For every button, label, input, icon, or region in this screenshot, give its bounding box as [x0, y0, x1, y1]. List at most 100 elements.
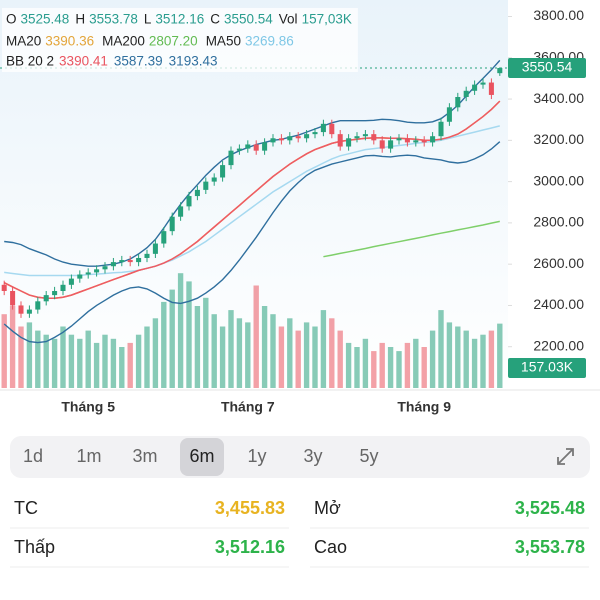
legend-value: 3390.41	[59, 54, 108, 69]
candle-body	[18, 305, 24, 314]
range-button[interactable]: 3m	[132, 446, 157, 466]
candle-body	[161, 231, 167, 244]
candle-body	[236, 148, 242, 151]
range-button[interactable]: 1d	[23, 446, 43, 466]
candle-body	[220, 165, 226, 178]
candle-body	[211, 177, 217, 182]
candle-body	[497, 67, 503, 74]
candle-body	[245, 144, 251, 149]
volume-bar	[396, 351, 402, 388]
volume-bar	[429, 330, 436, 388]
candle-body	[304, 134, 310, 139]
volume-bar	[455, 326, 461, 388]
volume-bar	[413, 338, 419, 388]
ma-line	[4, 125, 500, 277]
volume-bar	[219, 326, 226, 388]
legend-label: MA50	[206, 34, 241, 49]
volume-tag-label: 157.03K	[521, 359, 574, 375]
last-price-tag	[508, 57, 586, 78]
legend-value: 3390.36	[45, 34, 94, 49]
volume-bar	[245, 322, 251, 388]
range-button[interactable]: 6m	[189, 446, 214, 466]
candle-body	[10, 291, 16, 306]
header-value: 3525.48	[21, 12, 70, 27]
stat-label: Thấp	[14, 537, 55, 557]
y-tick-label: 3800.00	[533, 7, 584, 23]
legend-label: MA200	[102, 34, 145, 49]
volume-bar	[177, 273, 184, 388]
candle-body	[77, 274, 83, 279]
volume-bar	[110, 338, 117, 388]
volume-bar	[93, 342, 100, 388]
y-tick-label: 3200.00	[533, 131, 584, 147]
header-label: L	[144, 12, 152, 27]
candle-body	[295, 136, 301, 139]
y-tick-label: 3000.00	[533, 172, 584, 188]
range-selected	[180, 438, 224, 476]
volume-bar	[379, 342, 385, 388]
volume-bar	[463, 330, 469, 388]
x-tick-label: Tháng 9	[397, 399, 451, 415]
stat-label: Cao	[314, 537, 347, 557]
candle-body	[421, 140, 427, 143]
stat-label: Mở	[314, 498, 341, 518]
candle-body	[287, 136, 293, 141]
volume-bar	[253, 285, 259, 388]
candle-body	[455, 97, 461, 108]
volume-bar	[68, 334, 75, 388]
volume-bar	[438, 310, 444, 388]
last-price-label: 3550.54	[522, 59, 573, 75]
stat-value: 3,553.78	[515, 537, 585, 557]
candle-body	[152, 243, 158, 254]
volume-bar	[270, 314, 276, 388]
volume-bar	[354, 347, 360, 388]
x-tick-label: Tháng 7	[221, 399, 275, 415]
header-label: C	[210, 12, 220, 27]
candle-body	[404, 138, 410, 143]
volume-bar	[119, 347, 125, 388]
legend-label: MA20	[6, 34, 41, 49]
volume-bar	[43, 334, 49, 388]
range-button[interactable]: 3y	[303, 446, 322, 466]
candle-body	[194, 189, 200, 197]
candle-body	[354, 136, 360, 139]
volume-bar	[144, 326, 150, 388]
bollinger-middle	[3, 100, 501, 299]
header-background	[2, 8, 358, 72]
candle-body	[396, 138, 402, 141]
volume-bar	[261, 306, 268, 388]
x-tick-label: Tháng 5	[61, 399, 115, 415]
candle-body	[337, 134, 343, 147]
volume-bar	[35, 330, 41, 388]
volume-bar	[211, 314, 217, 388]
header-value: 3550.54	[224, 12, 273, 27]
header-label: O	[6, 12, 17, 27]
range-button[interactable]: 5y	[359, 446, 378, 466]
candle-body	[60, 284, 66, 291]
candle-body	[430, 136, 436, 143]
candle-body	[480, 82, 486, 85]
range-button[interactable]: 1m	[76, 446, 101, 466]
candle-body	[463, 90, 469, 97]
candle-body	[169, 216, 175, 232]
candle-body	[446, 107, 452, 122]
volume-bar	[102, 334, 108, 388]
volume-bar	[320, 310, 327, 388]
volume-bar	[228, 310, 234, 388]
candle-body	[119, 260, 125, 263]
volume-bar	[51, 338, 58, 388]
candle-body	[253, 144, 259, 151]
candle-body	[278, 138, 284, 141]
expand-icon[interactable]	[557, 448, 574, 465]
volume-bar	[60, 326, 66, 388]
volume-bar	[345, 342, 352, 388]
volume-bar	[303, 322, 310, 388]
volume-bar	[278, 326, 285, 388]
volume-bar	[287, 318, 293, 388]
range-button[interactable]: 1y	[247, 446, 266, 466]
candle-body	[371, 134, 377, 141]
stat-value: 3,512.16	[215, 537, 285, 557]
candle-body	[186, 196, 192, 207]
stats: TC 3,455.83 Mở 3,525.48 Thấp 3,512.16 Cao 3,553…	[10, 498, 589, 568]
